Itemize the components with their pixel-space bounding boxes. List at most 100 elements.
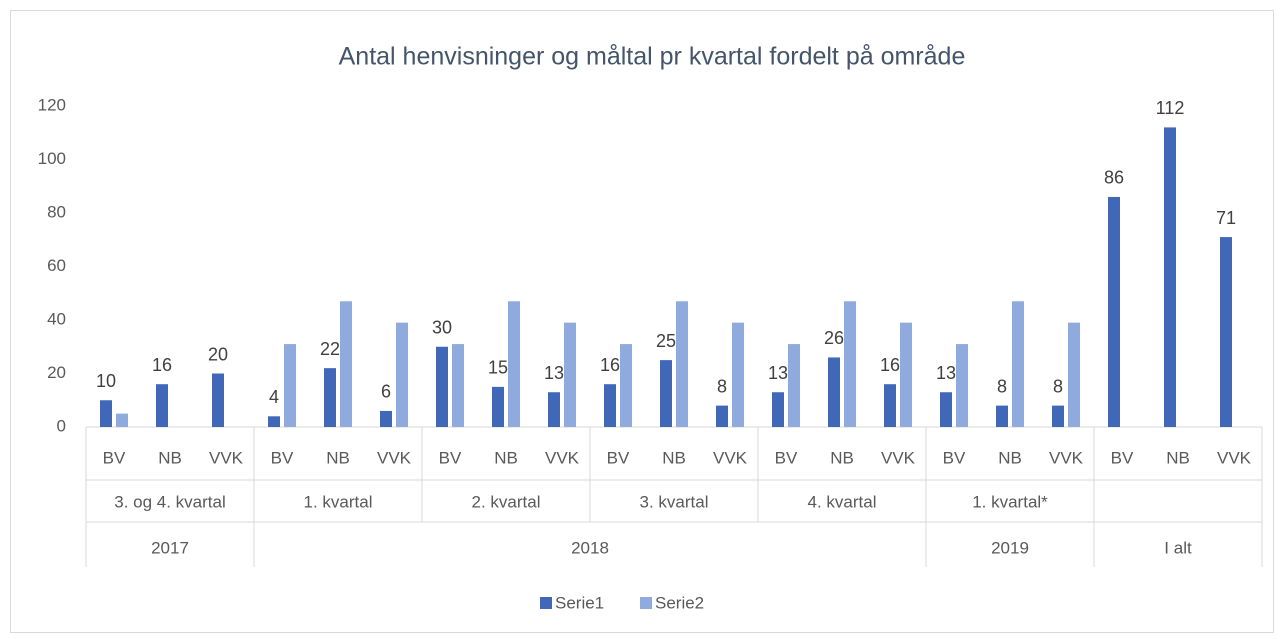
x-tick-label: NB — [998, 448, 1022, 467]
bar — [1068, 322, 1080, 427]
data-label: 6 — [381, 382, 391, 402]
bar — [900, 322, 912, 427]
bar — [996, 405, 1008, 427]
data-label: 25 — [656, 331, 676, 351]
bar — [1220, 237, 1232, 427]
x-tick-label: NB — [326, 448, 350, 467]
data-label: 10 — [96, 371, 116, 391]
bar — [116, 413, 128, 427]
x-tick-label: NB — [662, 448, 686, 467]
bar — [340, 301, 352, 427]
y-tick-label: 20 — [47, 363, 66, 382]
x-tick-label: BV — [1111, 448, 1134, 467]
supergroup-label: 2018 — [571, 538, 609, 557]
x-tick-label: VVK — [545, 448, 580, 467]
x-tick-label: BV — [271, 448, 294, 467]
bar — [452, 344, 464, 427]
data-label: 4 — [269, 387, 279, 407]
bar — [1108, 196, 1120, 427]
data-label: 8 — [1053, 376, 1063, 396]
bar — [940, 392, 952, 427]
chart-title: Antal henvisninger og måltal pr kvartal … — [339, 43, 966, 71]
x-tick-label: VVK — [1217, 448, 1252, 467]
group-label: 4. kvartal — [808, 492, 877, 511]
y-tick-label: 0 — [57, 416, 66, 435]
group-label: 2. kvartal — [472, 492, 541, 511]
data-label: 112 — [1156, 98, 1185, 118]
data-label: 13 — [936, 363, 956, 383]
supergroup-label: I alt — [1164, 538, 1192, 557]
bar — [884, 384, 896, 427]
x-tick-label: VVK — [881, 448, 916, 467]
y-tick-label: 120 — [38, 95, 66, 114]
bar — [156, 384, 168, 427]
bar — [492, 386, 504, 427]
x-tick-label: BV — [103, 448, 126, 467]
bar — [100, 400, 112, 427]
legend-swatch — [640, 597, 652, 609]
data-label: 8 — [717, 376, 727, 396]
bar — [284, 344, 296, 427]
supergroup-label: 2019 — [991, 538, 1029, 557]
bar — [212, 373, 224, 427]
bar — [436, 346, 448, 427]
bar — [380, 410, 392, 427]
x-tick-label: VVK — [1049, 448, 1084, 467]
bar — [508, 301, 520, 427]
y-tick-label: 40 — [47, 309, 66, 328]
data-label: 8 — [997, 376, 1007, 396]
y-tick-label: 60 — [47, 256, 66, 275]
data-label: 20 — [208, 344, 228, 364]
y-tick-label: 100 — [38, 149, 66, 168]
x-tick-label: VVK — [209, 448, 244, 467]
data-label: 15 — [488, 358, 508, 378]
y-tick-label: 80 — [47, 202, 66, 221]
supergroup-label: 2017 — [151, 538, 189, 557]
bar — [788, 344, 800, 427]
data-label: 16 — [880, 355, 900, 375]
bar — [660, 360, 672, 427]
x-tick-label: BV — [607, 448, 630, 467]
legend-label: Serie1 — [555, 593, 604, 612]
bar — [396, 322, 408, 427]
bar — [772, 392, 784, 427]
bar — [1164, 127, 1176, 428]
bar — [548, 392, 560, 427]
bar — [716, 405, 728, 427]
data-label: 16 — [152, 355, 172, 375]
group-label: 1. kvartal — [304, 492, 373, 511]
bar — [604, 384, 616, 427]
data-label: 86 — [1104, 168, 1124, 188]
x-tick-label: BV — [943, 448, 966, 467]
x-tick-label: NB — [158, 448, 182, 467]
data-label: 71 — [1216, 208, 1236, 228]
bar — [324, 368, 336, 427]
x-tick-label: NB — [494, 448, 518, 467]
group-label: 1. kvartal* — [972, 492, 1048, 511]
group-label: 3. og 4. kvartal — [114, 492, 226, 511]
data-label: 16 — [600, 355, 620, 375]
chart-frame — [10, 10, 1274, 633]
bar — [844, 301, 856, 427]
x-tick-label: VVK — [377, 448, 412, 467]
x-tick-label: BV — [775, 448, 798, 467]
x-tick-label: BV — [439, 448, 462, 467]
bar — [956, 344, 968, 427]
data-label: 22 — [320, 339, 340, 359]
x-tick-label: NB — [1166, 448, 1190, 467]
bar — [1012, 301, 1024, 427]
bar — [268, 416, 280, 427]
legend-label: Serie2 — [655, 593, 704, 612]
x-tick-label: VVK — [713, 448, 748, 467]
x-tick-label: NB — [830, 448, 854, 467]
legend-swatch — [540, 597, 552, 609]
bar — [564, 322, 576, 427]
data-label: 30 — [432, 318, 452, 338]
group-label: 3. kvartal — [640, 492, 709, 511]
bar — [620, 344, 632, 427]
data-label: 13 — [544, 363, 564, 383]
bar — [676, 301, 688, 427]
data-label: 13 — [768, 363, 788, 383]
bar — [732, 322, 744, 427]
